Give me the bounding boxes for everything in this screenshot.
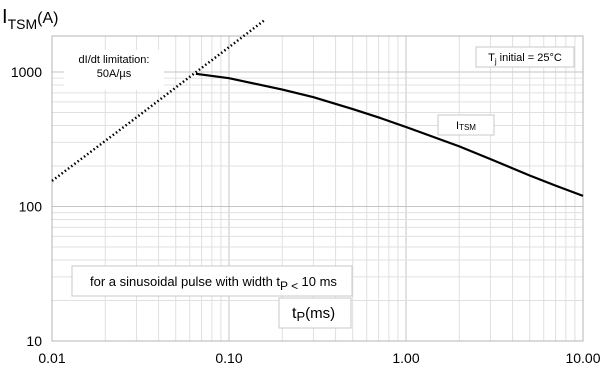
y-tick-label: 10 bbox=[26, 333, 42, 349]
pulse-annotation-box bbox=[71, 265, 353, 297]
y-axis-label-sub: TSM bbox=[8, 16, 38, 32]
x-tick-label: 10.00 bbox=[565, 350, 600, 366]
itsm-label-box bbox=[437, 114, 495, 136]
y-tick-label: 1000 bbox=[11, 64, 42, 80]
pulse-rest: 10 ms bbox=[302, 274, 338, 289]
itsm-label-sub: TSM bbox=[459, 123, 476, 132]
y-axis-label-main: I bbox=[2, 6, 8, 28]
x-tick-labels: 0.01 0.10 1.00 10.00 bbox=[38, 350, 600, 366]
y-axis-label-unit: (A) bbox=[37, 10, 58, 27]
x-axis-label-box bbox=[278, 297, 352, 329]
x-tick-label: 0.10 bbox=[215, 350, 242, 366]
itsm-label-main: I bbox=[456, 120, 459, 132]
x-axis-label-sub: P bbox=[296, 309, 305, 324]
didt-limit-line bbox=[51, 18, 266, 182]
plot-frame bbox=[51, 35, 584, 342]
y-tick-label: 100 bbox=[19, 199, 43, 215]
x-tick-label: 0.01 bbox=[38, 350, 65, 366]
tj-sub: j bbox=[494, 57, 497, 66]
pulse-main: for a sinusoidal pulse with width t bbox=[90, 274, 280, 289]
x-axis-label-unit: (ms) bbox=[305, 305, 335, 322]
y-tick-labels: 10 100 1000 bbox=[11, 64, 42, 349]
x-axis-label: tP(ms) bbox=[292, 305, 335, 324]
pulse-annotation: for a sinusoidal pulse with width tP < 1… bbox=[90, 274, 337, 293]
didt-annotation-box bbox=[64, 50, 164, 90]
x-tick-label: 1.00 bbox=[392, 350, 419, 366]
tj-rest: initial = 25°C bbox=[497, 52, 562, 64]
x-axis-label-main: t bbox=[292, 305, 297, 322]
tj-annotation-box bbox=[475, 46, 575, 68]
y-axis-label: ITSM(A) bbox=[2, 6, 58, 32]
pulse-sub: P < bbox=[280, 279, 301, 293]
itsm-curve bbox=[195, 72, 584, 197]
series-group bbox=[51, 18, 584, 197]
didt-annotation-line2: 50A/µs bbox=[97, 68, 132, 80]
itsm-curve-label: ITSM bbox=[456, 120, 476, 132]
tj-annotation: Tj initial = 25°C bbox=[488, 52, 562, 66]
tj-main: T bbox=[488, 52, 495, 64]
didt-annotation-line1: dI/dt limitation: bbox=[79, 54, 150, 66]
